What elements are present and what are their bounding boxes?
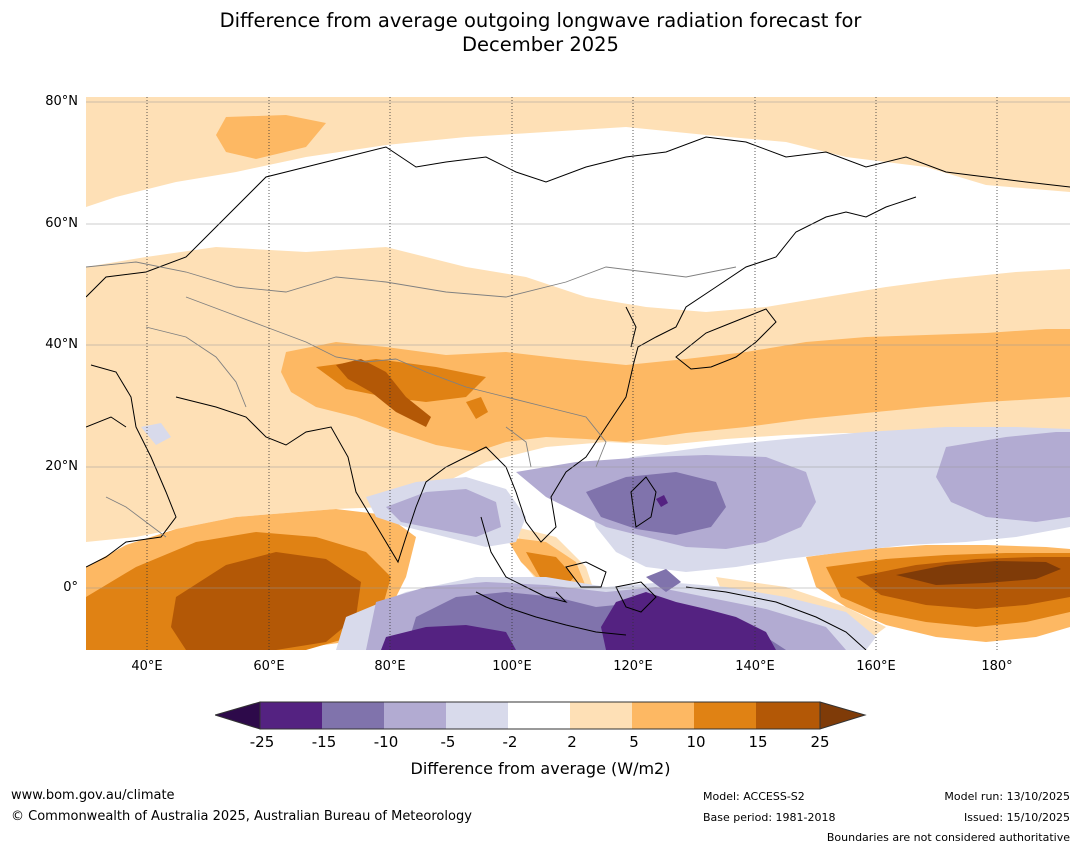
colorbar-tick: -15 <box>311 733 337 751</box>
anomaly-m25-m15-region <box>381 495 776 650</box>
colorbar-tick: 10 <box>686 733 706 751</box>
copyright-text: © Commonwealth of Australia 2025, Austra… <box>11 809 472 824</box>
title-line-1: Difference from average outgoing longwav… <box>219 9 862 32</box>
lon-label-80e: 80°E <box>374 659 406 674</box>
meridians <box>146 97 998 650</box>
colorbar-tick: 15 <box>748 733 768 751</box>
colorbar-outline <box>259 701 821 730</box>
country-boundaries <box>86 261 737 538</box>
colorbar-bin-5-10 <box>632 702 694 729</box>
colorbar-tick: 25 <box>810 733 830 751</box>
colorbar-bin-m2-2 <box>508 702 570 729</box>
model-run-date: Model run: 13/10/2025 <box>944 790 1070 803</box>
model-name: Model: ACCESS-S2 <box>703 790 805 803</box>
colorbar-bin-m10-m5 <box>384 702 446 729</box>
colorbar-tick: -10 <box>373 733 399 751</box>
colorbar-bin-m15-m10 <box>322 702 384 729</box>
colorbar <box>215 701 867 730</box>
lon-label-160e: 160°E <box>856 659 896 674</box>
graticule <box>86 101 1070 589</box>
anomaly-gt25-region <box>896 561 1061 585</box>
lon-label-40e: 40°E <box>131 659 163 674</box>
lat-label-40n: 40°N <box>45 337 78 352</box>
colorbar-bin-m5-m2 <box>446 702 508 729</box>
map-canvas <box>86 97 1070 650</box>
base-period: Base period: 1981-2018 <box>703 811 836 824</box>
colorbar-extend-high <box>819 701 867 730</box>
lat-label-80n: 80°N <box>45 94 78 109</box>
colorbar-bin-m25-m15 <box>260 702 322 729</box>
colorbar-extend-low <box>215 701 261 730</box>
colorbar-bin-10-15 <box>694 702 756 729</box>
lat-label-0: 0° <box>63 580 78 595</box>
lon-label-180: 180° <box>981 659 1013 674</box>
title-line-2: December 2025 <box>462 33 619 56</box>
colorbar-bin-15-25 <box>756 702 820 729</box>
map-title: Difference from average outgoing longwav… <box>0 9 1081 57</box>
lat-label-20n: 20°N <box>45 459 78 474</box>
lon-label-120e: 120°E <box>613 659 653 674</box>
olr-anomaly-map <box>86 97 1070 650</box>
colorbar-tick: 5 <box>629 733 639 751</box>
colorbar-tick: -25 <box>249 733 275 751</box>
lon-label-100e: 100°E <box>492 659 532 674</box>
lat-label-60n: 60°N <box>45 216 78 231</box>
lon-label-140e: 140°E <box>735 659 775 674</box>
coastlines <box>86 136 1070 650</box>
lon-label-60e: 60°E <box>253 659 285 674</box>
colorbar-tick: -2 <box>502 733 518 751</box>
colorbar-tick: 2 <box>567 733 577 751</box>
colorbar-label: Difference from average (W/m2) <box>410 759 671 778</box>
boundary-disclaimer: Boundaries are not considered authoritat… <box>826 831 1070 844</box>
website-link[interactable]: www.bom.gov.au/climate <box>11 788 175 803</box>
colorbar-bin-2-5 <box>570 702 632 729</box>
issued-date: Issued: 15/10/2025 <box>963 811 1070 824</box>
colorbar-tick: -5 <box>440 733 456 751</box>
